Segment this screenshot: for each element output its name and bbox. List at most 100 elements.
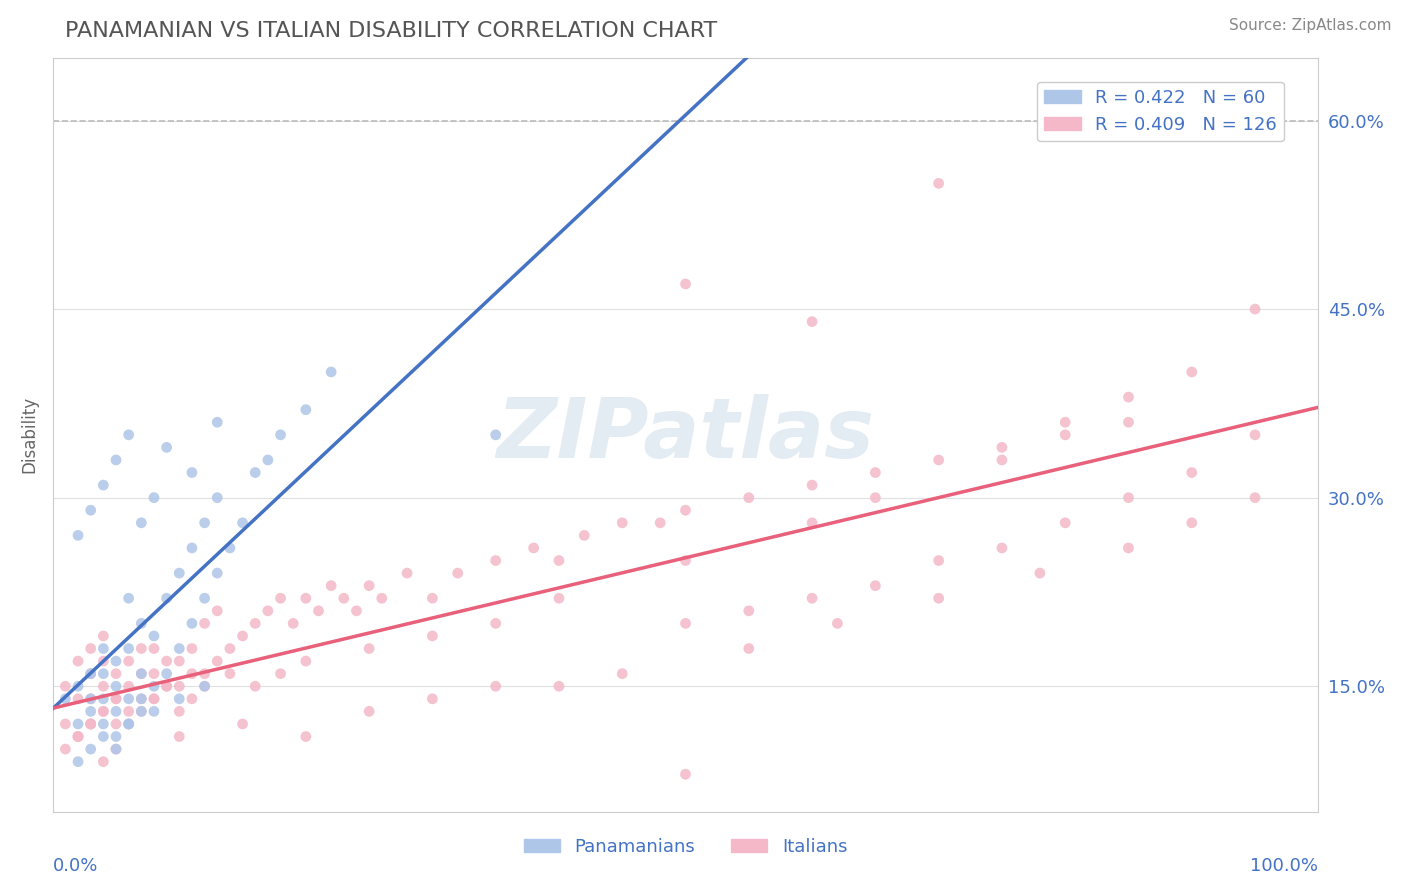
Point bbox=[118, 654, 141, 668]
Point bbox=[295, 591, 318, 606]
Point bbox=[80, 742, 103, 756]
Point bbox=[169, 679, 191, 693]
Point bbox=[143, 679, 166, 693]
Point bbox=[612, 666, 634, 681]
Point bbox=[194, 616, 217, 631]
Point bbox=[270, 591, 292, 606]
Point bbox=[675, 616, 697, 631]
Point bbox=[105, 717, 128, 731]
Point bbox=[801, 478, 824, 492]
Point bbox=[396, 566, 419, 580]
Point bbox=[118, 679, 141, 693]
Point bbox=[245, 616, 267, 631]
Point bbox=[738, 604, 761, 618]
Point bbox=[245, 466, 267, 480]
Point bbox=[827, 616, 849, 631]
Point bbox=[219, 541, 242, 555]
Point bbox=[181, 641, 204, 656]
Point bbox=[105, 654, 128, 668]
Point bbox=[548, 591, 571, 606]
Point bbox=[67, 691, 90, 706]
Point bbox=[80, 705, 103, 719]
Point bbox=[991, 441, 1014, 455]
Point bbox=[1029, 566, 1052, 580]
Point bbox=[105, 691, 128, 706]
Point bbox=[105, 730, 128, 744]
Point bbox=[93, 705, 115, 719]
Point bbox=[67, 717, 90, 731]
Point bbox=[245, 679, 267, 693]
Point bbox=[447, 566, 470, 580]
Point bbox=[53, 679, 76, 693]
Point bbox=[156, 666, 179, 681]
Point bbox=[80, 641, 103, 656]
Point bbox=[321, 579, 343, 593]
Point bbox=[131, 666, 153, 681]
Point bbox=[67, 730, 90, 744]
Point bbox=[991, 453, 1014, 467]
Point bbox=[93, 666, 115, 681]
Point bbox=[194, 679, 217, 693]
Point bbox=[485, 616, 508, 631]
Point bbox=[333, 591, 356, 606]
Text: PANAMANIAN VS ITALIAN DISABILITY CORRELATION CHART: PANAMANIAN VS ITALIAN DISABILITY CORRELA… bbox=[65, 21, 717, 41]
Point bbox=[169, 705, 191, 719]
Point bbox=[156, 679, 179, 693]
Point bbox=[232, 629, 254, 643]
Point bbox=[143, 641, 166, 656]
Point bbox=[270, 666, 292, 681]
Text: 100.0%: 100.0% bbox=[1250, 857, 1319, 875]
Point bbox=[548, 553, 571, 567]
Point bbox=[1181, 466, 1204, 480]
Point bbox=[283, 616, 305, 631]
Point bbox=[169, 730, 191, 744]
Point bbox=[105, 742, 128, 756]
Point bbox=[422, 691, 444, 706]
Point bbox=[295, 654, 318, 668]
Point bbox=[181, 691, 204, 706]
Point bbox=[194, 516, 217, 530]
Point bbox=[143, 691, 166, 706]
Point bbox=[1054, 415, 1077, 429]
Point bbox=[131, 641, 153, 656]
Point bbox=[991, 541, 1014, 555]
Point bbox=[67, 528, 90, 542]
Point bbox=[675, 767, 697, 781]
Point bbox=[67, 654, 90, 668]
Point bbox=[118, 591, 141, 606]
Point bbox=[169, 654, 191, 668]
Point bbox=[422, 591, 444, 606]
Point bbox=[118, 641, 141, 656]
Point bbox=[118, 691, 141, 706]
Point bbox=[118, 717, 141, 731]
Point bbox=[156, 654, 179, 668]
Point bbox=[865, 491, 887, 505]
Point bbox=[53, 717, 76, 731]
Point bbox=[131, 666, 153, 681]
Point bbox=[131, 516, 153, 530]
Point bbox=[1054, 516, 1077, 530]
Point bbox=[194, 679, 217, 693]
Point bbox=[295, 730, 318, 744]
Point bbox=[131, 691, 153, 706]
Point bbox=[67, 730, 90, 744]
Point bbox=[928, 553, 950, 567]
Point bbox=[93, 641, 115, 656]
Point bbox=[801, 516, 824, 530]
Point bbox=[1118, 491, 1140, 505]
Point bbox=[485, 679, 508, 693]
Point bbox=[359, 705, 381, 719]
Point bbox=[207, 604, 229, 618]
Point bbox=[105, 705, 128, 719]
Point bbox=[232, 717, 254, 731]
Point bbox=[143, 691, 166, 706]
Point bbox=[131, 705, 153, 719]
Point bbox=[1054, 427, 1077, 442]
Point bbox=[675, 277, 697, 291]
Point bbox=[485, 553, 508, 567]
Point bbox=[93, 691, 115, 706]
Point bbox=[105, 666, 128, 681]
Point bbox=[207, 415, 229, 429]
Point bbox=[801, 591, 824, 606]
Point bbox=[53, 742, 76, 756]
